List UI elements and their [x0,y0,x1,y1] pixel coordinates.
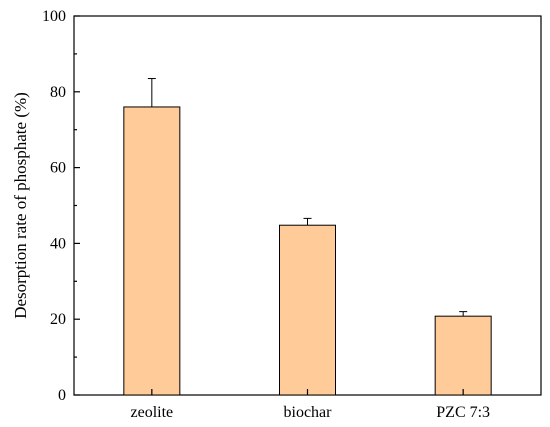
x-tick-label: PZC 7:3 [436,404,490,421]
y-axis-ticks: 0 20 40 60 80 100 [42,8,80,404]
y-axis-label: Desorption rate of phosphate (%) [11,92,30,319]
y-tick-label: 60 [50,160,66,177]
y-tick-label: 20 [50,311,66,328]
y-tick-label: 40 [50,235,66,252]
y-tick-label: 0 [58,387,66,404]
bars-group [123,106,492,396]
y-tick-label: 100 [42,8,66,25]
x-tick-label: biochar [284,404,333,421]
bar-2 [434,315,492,396]
error-bars-group [147,78,468,317]
x-axis-ticks: zeolite biochar PZC 7:3 [131,389,490,421]
x-tick-label: zeolite [131,404,174,421]
bar-1 [279,224,336,396]
y-tick-label: 80 [50,84,66,101]
bar-0 [123,106,181,396]
